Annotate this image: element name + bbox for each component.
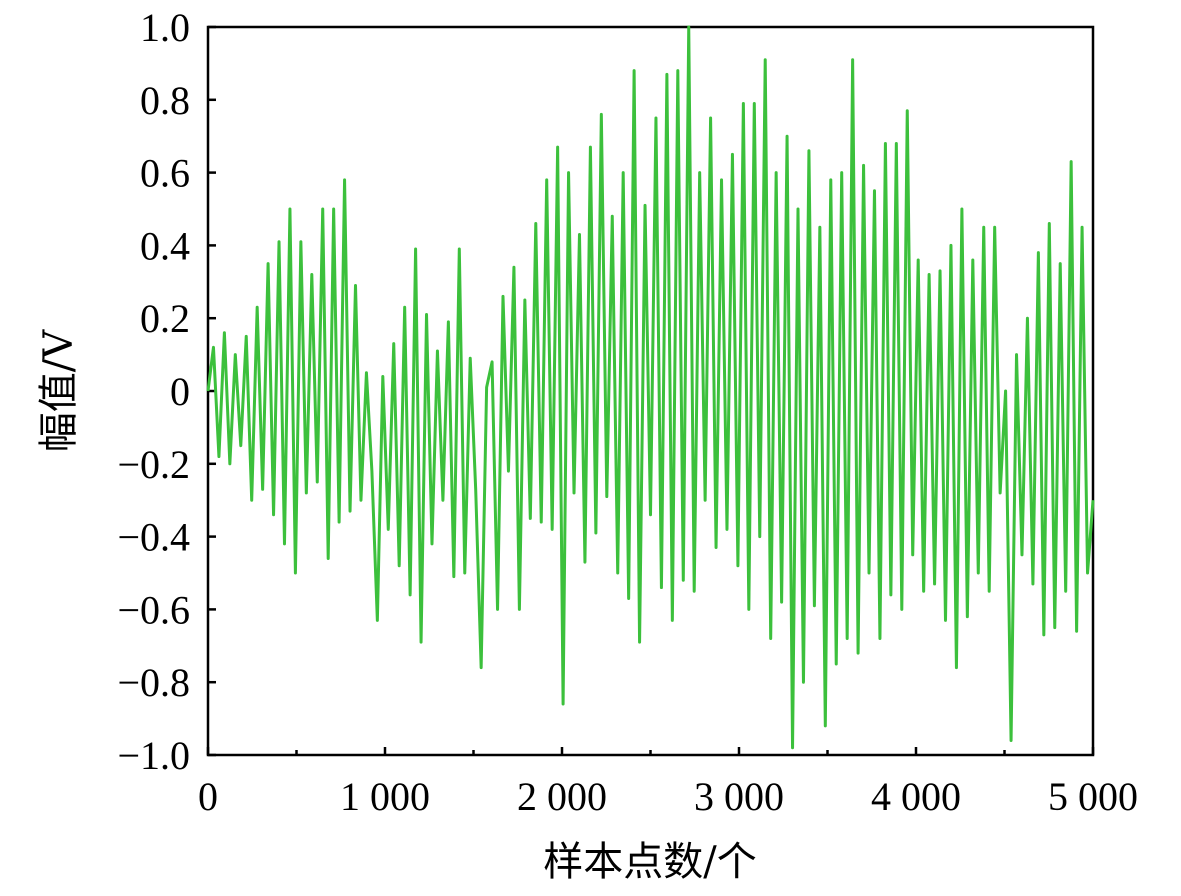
y-tick-label: 0.8 xyxy=(140,78,190,123)
y-tick-label: −0.8 xyxy=(117,660,190,705)
series-group xyxy=(206,25,1095,750)
series-line xyxy=(206,25,1095,750)
y-axis-label: 幅值/V xyxy=(36,329,82,452)
y-tick-label: 0.4 xyxy=(140,223,190,268)
y-tick-label: −0.6 xyxy=(117,587,190,632)
x-tick-label: 4 000 xyxy=(871,774,961,819)
y-tick-label: 1.0 xyxy=(140,5,190,50)
y-tick-label: −1.0 xyxy=(117,733,190,778)
x-tick-label: 5 000 xyxy=(1048,774,1138,819)
y-tick-label: 0 xyxy=(170,369,190,414)
x-tick-label: 1 000 xyxy=(340,774,430,819)
x-tick-label: 3 000 xyxy=(694,774,784,819)
x-axis-label: 样本点数/个 xyxy=(543,839,756,885)
y-tick-label: −0.2 xyxy=(117,442,190,487)
y-tick-label: 0.6 xyxy=(140,151,190,196)
tick-labels: 1.00.80.60.40.20−0.2−0.4−0.6−0.8−1.00 1 0… xyxy=(117,5,1138,819)
y-tick-label: 0.2 xyxy=(140,296,190,341)
axis-ticks xyxy=(206,25,1095,757)
x-tick-label: 2 000 xyxy=(517,774,607,819)
y-tick-label: −0.4 xyxy=(117,515,190,560)
x-tick-label: 0 xyxy=(198,774,218,819)
